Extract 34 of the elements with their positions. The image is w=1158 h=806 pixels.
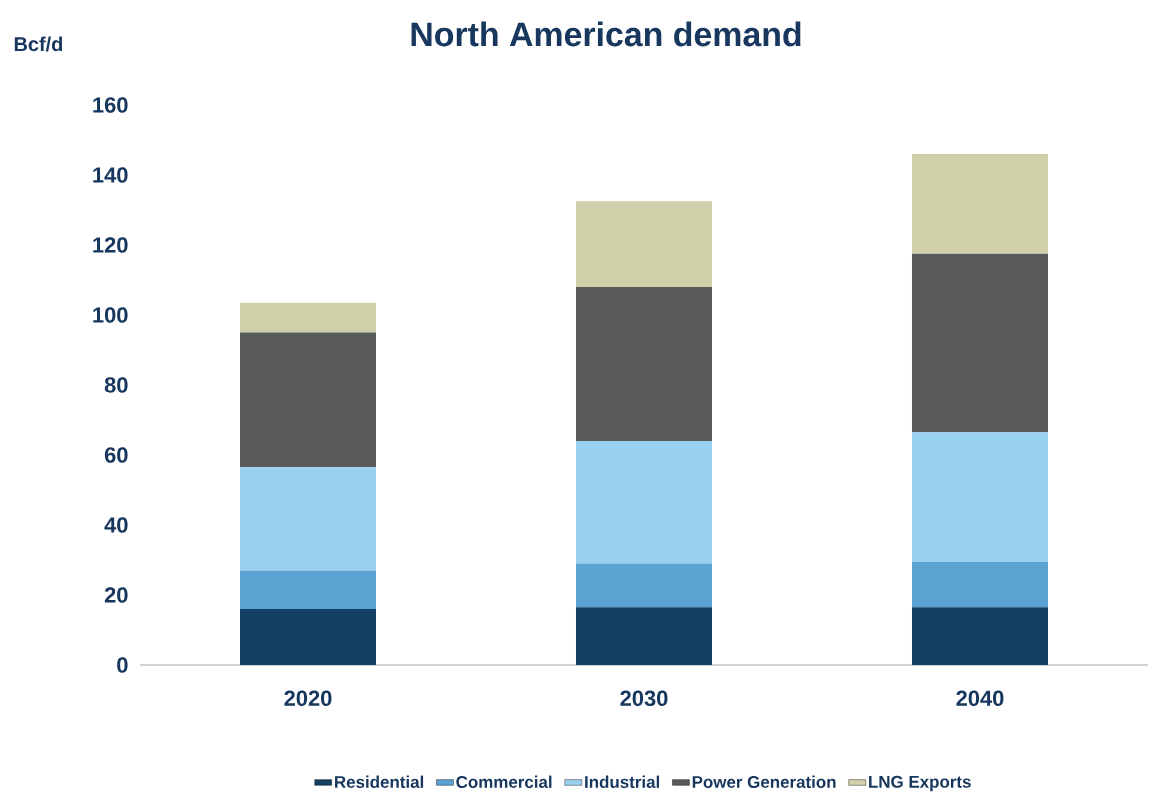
x-tick-label: 2040 [956, 690, 1004, 707]
bar [911, 561, 1048, 608]
bar [911, 253, 1048, 433]
bar [575, 201, 712, 287]
bar [575, 607, 712, 665]
bar [575, 441, 712, 564]
bar [240, 609, 376, 665]
bar [911, 432, 1048, 562]
bar [911, 153, 1048, 254]
bar [575, 563, 712, 608]
y-tick-label: 140 [93, 167, 128, 183]
y-tick-label: 0 [117, 657, 128, 673]
x-tick-label: 2030 [620, 690, 668, 707]
legend-label: Residential [335, 775, 424, 789]
bar [240, 302, 376, 333]
y-tick-label: 100 [93, 307, 128, 323]
x-tick-label: 2020 [284, 690, 332, 707]
legend-label: Industrial [585, 775, 660, 789]
y-tick-label: 20 [104, 587, 128, 603]
bar [240, 467, 376, 571]
y-tick-label: 40 [104, 517, 128, 533]
y-tick-label: 160 [93, 97, 128, 113]
bar [240, 570, 376, 609]
y-tick-label: 80 [104, 377, 128, 393]
bar [240, 332, 376, 468]
y-tick-label: 120 [93, 237, 128, 253]
chart-title: North American demand [411, 21, 801, 47]
legend-label: LNG Exports [869, 775, 971, 792]
legend-label: Power Generation [692, 775, 836, 789]
bar [911, 607, 1048, 665]
y-axis-title: Bcf/d [14, 36, 63, 52]
bar [575, 287, 712, 441]
legend-label: Commercial [456, 775, 552, 789]
y-tick-label: 60 [104, 447, 128, 463]
